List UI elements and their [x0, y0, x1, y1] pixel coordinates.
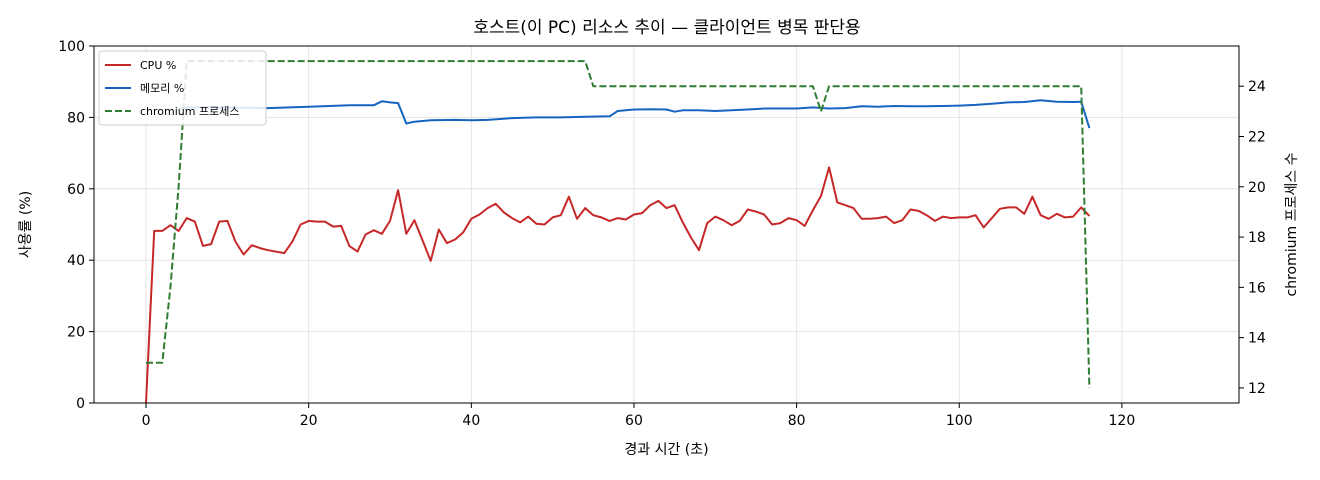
series-line-0 — [145, 166, 1091, 404]
y-tick-label: 100 — [58, 39, 85, 55]
x-tick-label: 100 — [946, 413, 973, 429]
y2-tick-label: 16 — [1248, 280, 1266, 296]
y2-tick-label: 18 — [1248, 230, 1266, 246]
x-tick-label: 120 — [1109, 413, 1136, 429]
y2-tick-label: 24 — [1248, 79, 1266, 95]
x-tick-label: 40 — [462, 413, 480, 429]
y-tick-label: 40 — [67, 253, 85, 269]
y-tick-label: 0 — [76, 396, 85, 412]
y-axis-right: 12 14 16 18 20 22 24 — [1239, 79, 1266, 397]
x-tick-label: 80 — [788, 413, 806, 429]
y-tick-label: 80 — [67, 110, 85, 126]
y2-tick-label: 14 — [1248, 331, 1266, 347]
y2-tick-label: 20 — [1248, 180, 1266, 196]
y-tick-label: 60 — [67, 182, 85, 198]
x-tick-label: 20 — [300, 413, 318, 429]
x-tick-label: 0 — [142, 413, 151, 429]
chart-title: 호스트(이 PC) 리소스 추이 — 클라이언트 병목 판단용 — [473, 18, 860, 38]
y-tick-label: 20 — [67, 325, 85, 341]
x-axis-label: 경과 시간 (초) — [624, 442, 708, 458]
series-line-2 — [146, 60, 1091, 388]
y2-axis-label: chromium 프로세스 수 — [1284, 152, 1300, 296]
y2-tick-label: 22 — [1248, 130, 1266, 146]
series-layer — [145, 60, 1091, 404]
legend: CPU % 메모리 % chromium 프로세스 — [98, 50, 267, 126]
x-tick-label: 60 — [625, 413, 643, 429]
legend-label-0: CPU % — [140, 59, 176, 72]
legend-box — [98, 50, 267, 126]
y2-tick-label: 12 — [1248, 381, 1266, 397]
series-line-1 — [178, 99, 1091, 129]
y-axis-left: 0 20 40 60 80 100 — [58, 39, 94, 412]
plot-frame — [93, 45, 1240, 404]
legend-label-2: chromium 프로세스 — [140, 105, 239, 118]
y-axis-label: 사용률 (%) — [18, 191, 34, 258]
x-axis: 0 20 40 60 80 100 120 — [142, 403, 1136, 429]
legend-label-1: 메모리 % — [140, 82, 184, 95]
